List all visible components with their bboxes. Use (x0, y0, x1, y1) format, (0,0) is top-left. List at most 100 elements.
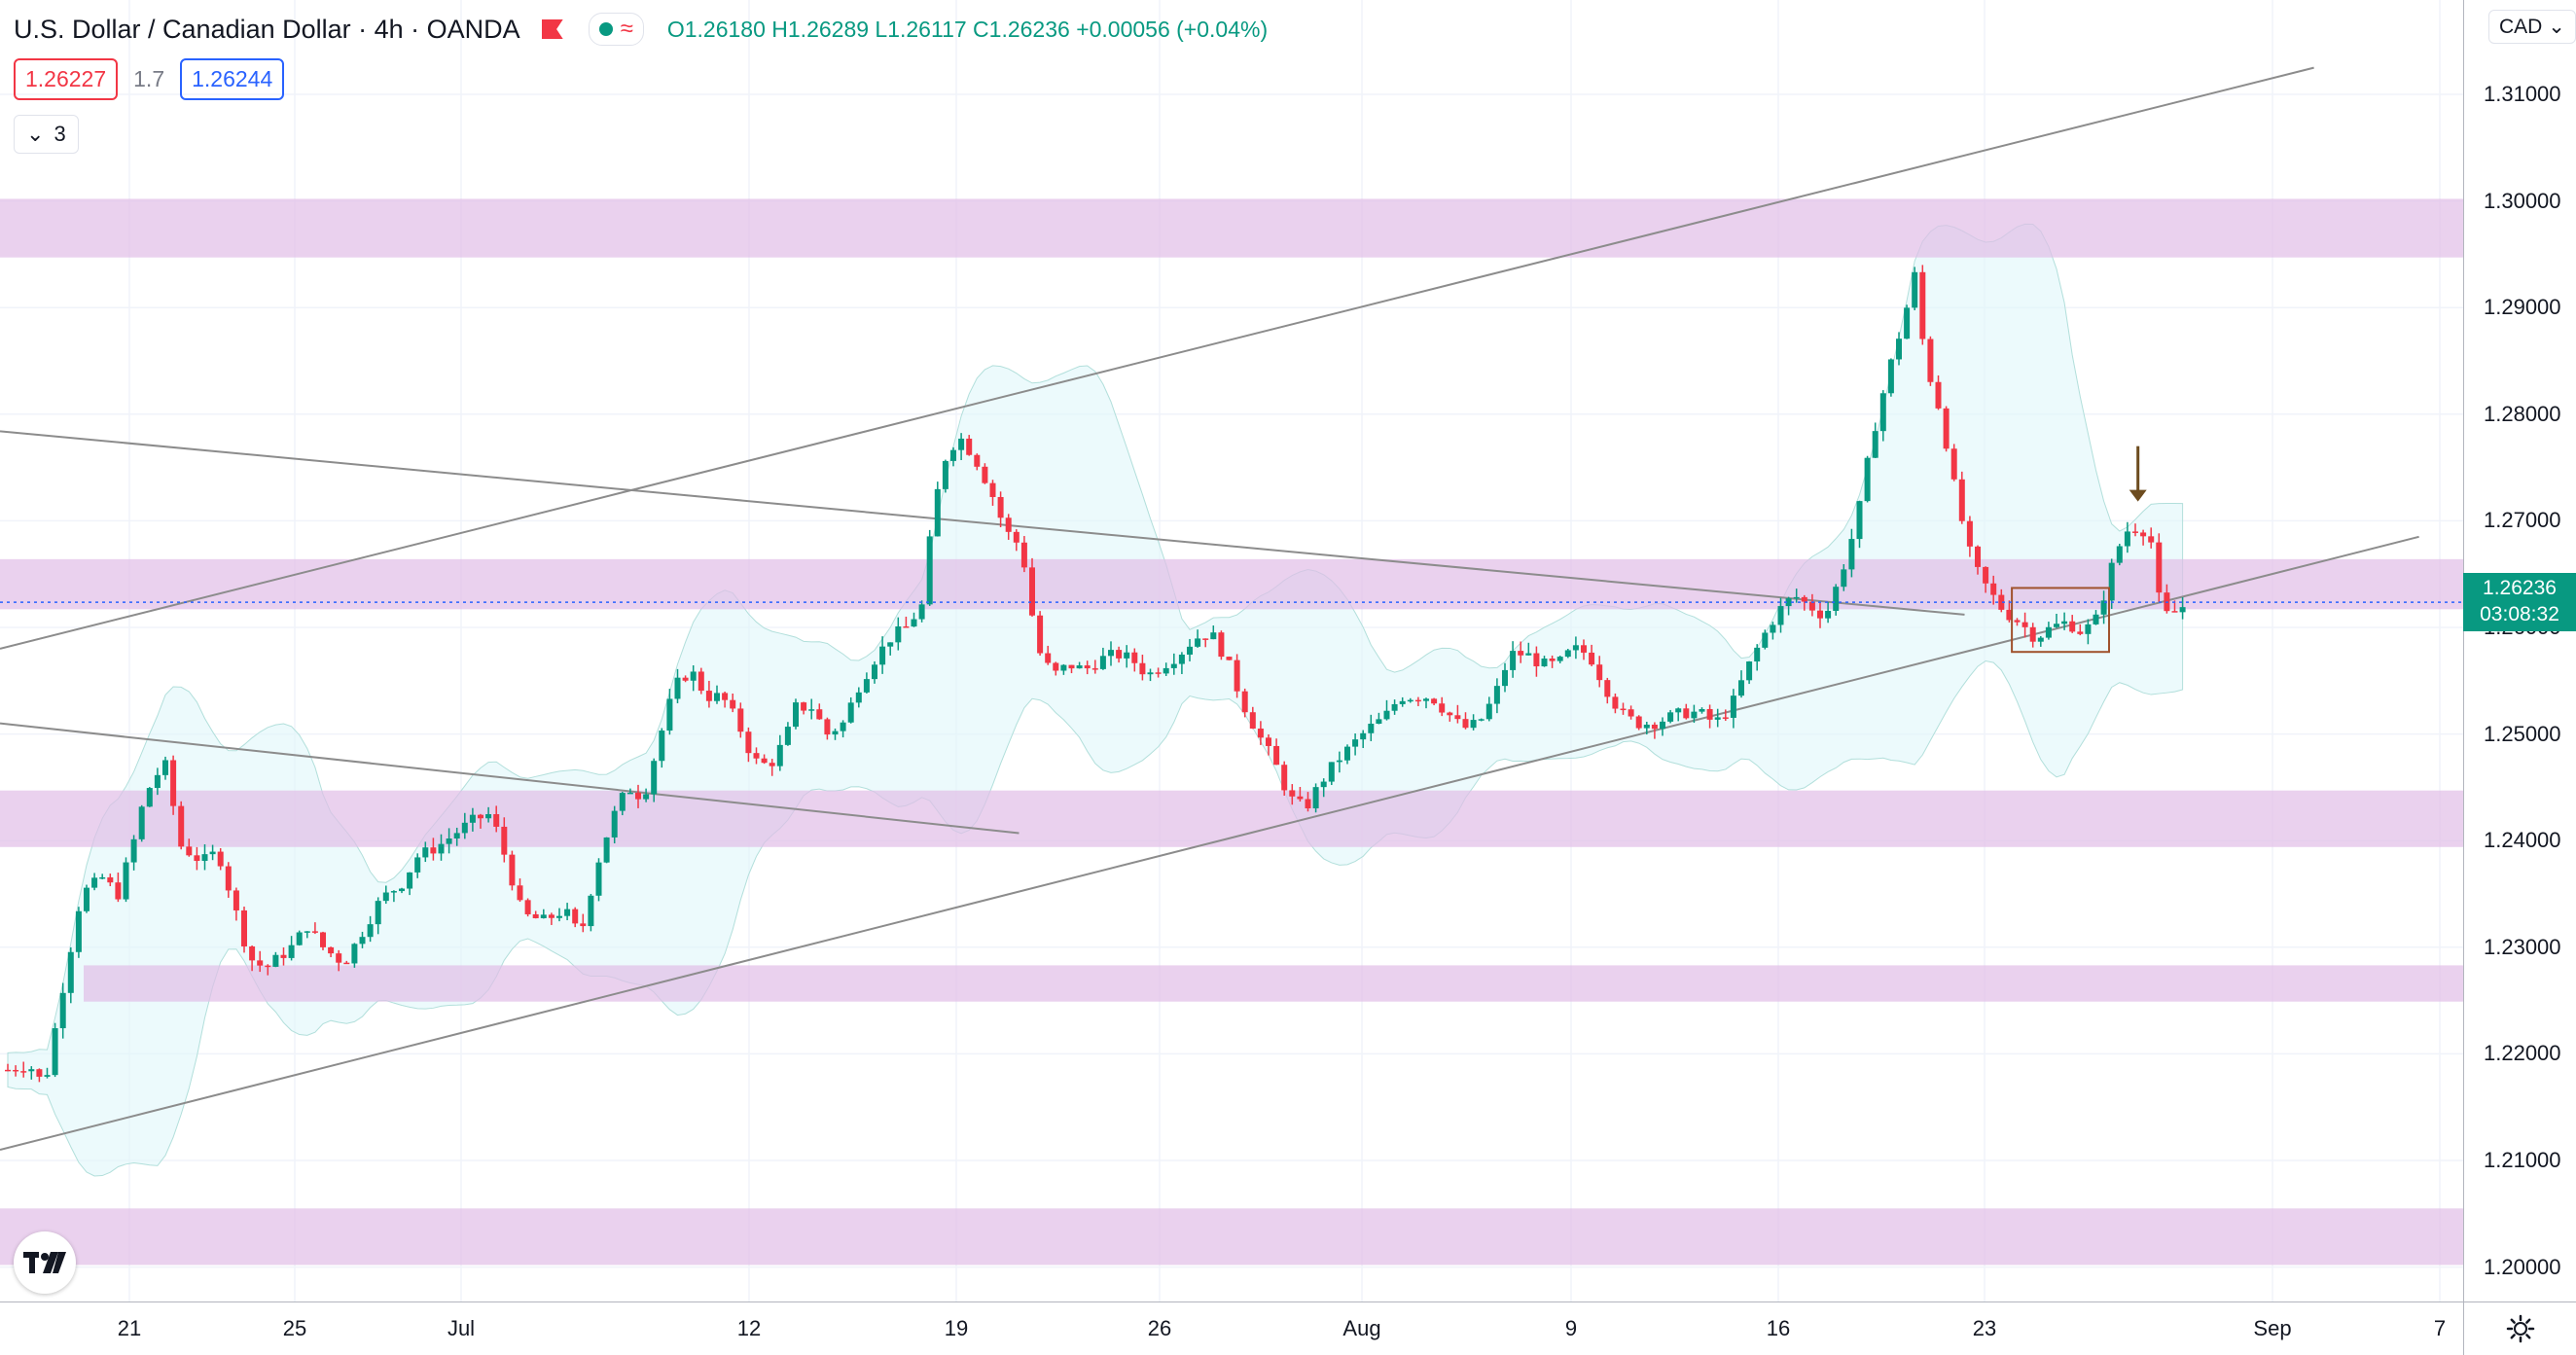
candle-body (1312, 787, 1319, 809)
candle-body (1651, 724, 1658, 730)
candle-body (461, 822, 468, 834)
indicators-toggle[interactable]: ⌄ 3 (14, 115, 79, 154)
eye-dot-icon[interactable] (598, 22, 613, 36)
candle-body (705, 691, 712, 701)
candle-body (847, 702, 854, 723)
candle-body (1045, 653, 1052, 663)
candle-body (1620, 708, 1627, 711)
candle-body (1076, 665, 1083, 669)
candle-body (776, 744, 783, 767)
candle-body (1368, 724, 1375, 733)
candle-body (588, 895, 594, 927)
candle-body (2061, 621, 2068, 624)
time-tick-label: Jul (447, 1316, 476, 1340)
candle-body (1770, 624, 1776, 633)
candle-body (328, 946, 335, 954)
gear-icon[interactable] (2506, 1314, 2535, 1343)
candle-body (2045, 626, 2052, 638)
candle-body (1518, 651, 1524, 656)
high-value: H1.26289 (771, 16, 870, 42)
indicator-pill[interactable]: ≈ (588, 13, 644, 46)
candle-body (430, 847, 437, 854)
time-tick-label: 25 (282, 1316, 307, 1340)
candle-body (1935, 381, 1942, 409)
buy-button[interactable]: 1.26244 (180, 58, 285, 100)
candle-body (572, 909, 579, 924)
settings-corner[interactable] (2463, 1302, 2576, 1355)
candle-body (1108, 650, 1114, 657)
candle-body (659, 731, 665, 762)
candle-body (1525, 653, 1532, 656)
candle-body (682, 677, 689, 681)
price-tick-label: 1.29000 (2484, 295, 2561, 320)
candle-body (1856, 501, 1863, 540)
candle-body (1541, 658, 1548, 667)
candle-body (5, 1069, 11, 1072)
candle-body (989, 482, 996, 497)
flag-icon[interactable] (541, 19, 563, 39)
candle-body (375, 901, 381, 925)
chevron-down-icon: ⌄ (26, 122, 45, 146)
candle-body (233, 890, 239, 910)
symbol-title[interactable]: U.S. Dollar / Canadian Dollar · 4h · OAN… (14, 14, 520, 44)
candle-body (1029, 567, 1035, 616)
candle-body (1785, 598, 1792, 607)
candle-body (2029, 626, 2036, 642)
candle-body (753, 753, 760, 759)
candle-body (336, 953, 342, 963)
annotations (2011, 446, 2147, 654)
candle-body (52, 1028, 58, 1076)
candle-body (540, 914, 547, 918)
price-tick-label: 1.22000 (2484, 1041, 2561, 1066)
candle-body (1848, 539, 1855, 570)
candle-body (1754, 647, 1761, 662)
wave-icon[interactable]: ≈ (620, 16, 633, 42)
candle-body (556, 915, 562, 918)
candle-body (241, 909, 247, 946)
candle-body (138, 806, 145, 839)
candle-body (414, 857, 421, 873)
time-axis[interactable]: 21 25 Jul 12 19 26 Aug 9 16 23 Sep 7 (0, 1302, 2463, 1355)
candle-body (217, 851, 224, 867)
candle-body (99, 876, 106, 879)
candle-body (832, 731, 839, 735)
candle-body (84, 887, 89, 911)
candle-body (745, 731, 752, 754)
candle-body (1998, 594, 2005, 610)
chart-legend: U.S. Dollar / Canadian Dollar · 4h · OAN… (14, 10, 1268, 49)
candle-body (1163, 667, 1169, 674)
candle-body (1628, 709, 1634, 717)
candle-body (1808, 601, 1815, 611)
candle-body (1131, 652, 1138, 663)
candle-body (1195, 638, 1201, 647)
candle-body (1399, 700, 1406, 704)
candle-body (1020, 542, 1027, 568)
candle-body (2021, 622, 2028, 627)
candle-body (524, 900, 531, 914)
price-axis[interactable]: 1.310001.300001.290001.280001.270001.260… (2463, 0, 2576, 1302)
candle-body (2054, 624, 2059, 627)
candle-body (1068, 664, 1075, 669)
candle-body (146, 788, 153, 807)
candle-body (1502, 669, 1508, 687)
currency-selector[interactable]: CAD ⌄ (2488, 10, 2576, 44)
candle-body (879, 646, 886, 665)
candle-body (1170, 663, 1177, 668)
candle-body (737, 708, 744, 732)
time-tick-label: 23 (1972, 1316, 1997, 1340)
price-chart[interactable] (0, 0, 2463, 1302)
ohlc-values: O1.26180 H1.26289 L1.26117 C1.26236 +0.0… (667, 17, 1268, 43)
candle-body (288, 945, 295, 958)
candle-body (2140, 532, 2147, 537)
sell-button[interactable]: 1.26227 (14, 58, 119, 100)
candle-body (1596, 664, 1603, 681)
candle-body (666, 698, 673, 731)
candle-body (1777, 606, 1784, 625)
candle-body (115, 882, 122, 900)
candle-body (1549, 658, 1556, 661)
candle-body (1155, 672, 1162, 674)
tradingview-logo[interactable] (14, 1231, 76, 1294)
candle-body (2085, 624, 2092, 634)
candle-body (422, 847, 429, 858)
candle-body (485, 813, 492, 819)
